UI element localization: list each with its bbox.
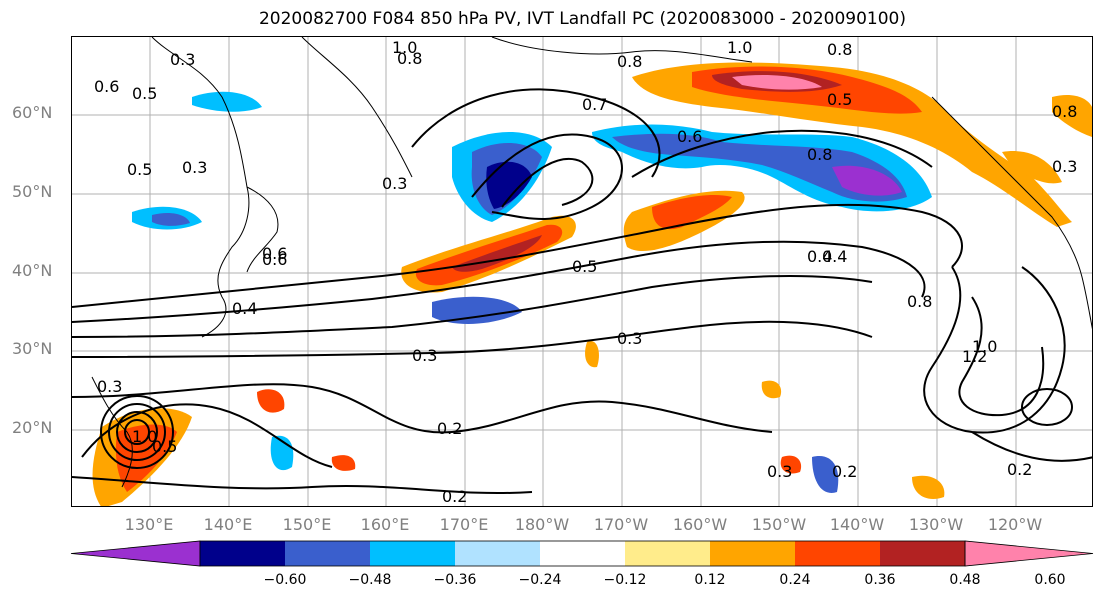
contour-label: 0.3 [182,158,207,177]
lon-label: 160°W [672,515,728,534]
contour-label: 0.4 [232,299,257,318]
colorbar-tick-label: 0.24 [779,572,811,588]
colorbar-tick-label: 0.12 [694,572,726,588]
contour-label: 0.4 [822,247,847,266]
contour-label: 0.3 [767,462,792,481]
contour-label: 1.0 [392,38,417,57]
lon-label: 150°W [751,515,807,534]
colorbar-extend-high [964,540,1094,567]
contour-label: 1.0 [727,38,752,57]
colorbar-segment [710,541,795,566]
contour-label: 0.3 [617,329,642,348]
map-title: 2020082700 F084 850 hPa PV, IVT Landfall… [258,9,906,29]
lat-label: 20°N [12,418,53,437]
colorbar-outline [199,540,966,567]
lat-label: 40°N [12,261,53,280]
contour-label: 0.3 [1052,157,1077,176]
contour-label: 0.7 [582,95,607,114]
colorbar-tick-label: −0.48 [348,572,392,588]
colorbar-segment [625,541,710,566]
contour-label: 0.8 [827,40,852,59]
colorbar-extend-low [70,540,201,567]
colorbar-tick-label: 0.36 [864,572,896,588]
pv-shading [92,62,1092,506]
lon-label: 140°W [829,515,885,534]
lat-label: 50°N [12,182,53,201]
contour-label: 1.0 [132,427,157,446]
colorbar-segment [370,541,455,566]
lon-label: 180°W [514,515,570,534]
colorbar [70,540,1094,567]
contour-label: 0.6 [94,77,119,96]
colorbar-tick-label: −0.24 [518,572,562,588]
contour-label: 0.5 [132,84,157,103]
lon-label: 170°E [439,515,489,534]
lon-label: 130°E [124,515,174,534]
contour-label: 0.5 [152,437,177,456]
colorbar-tick-label: −0.60 [263,572,307,588]
colorbar-tick-label: −0.36 [433,572,477,588]
colorbar-tick-label: 0.60 [1034,572,1066,588]
contour-label: 0.5 [127,160,152,179]
lon-label: 120°W [987,515,1043,534]
colorbar-segment [795,541,880,566]
contour-label: 0.4 [807,247,832,266]
graticule [72,37,1092,506]
contour-label: 0.8 [1052,102,1077,121]
coastlines [91,37,1092,488]
contour-label: 0.8 [907,292,932,311]
contour-label: 0.3 [412,346,437,365]
contour-label: 0.6 [677,127,702,146]
colorbar-segments [70,540,1094,567]
contour-label-layer: 0.3 0.6 0.5 0.3 0.5 0.3 0.6 1.0 0.8 0.8 … [94,38,1077,506]
contour-label: 0.3 [382,174,407,193]
lon-label: 150°E [282,515,332,534]
colorbar-tick-label: 0.48 [949,572,981,588]
contour-label: 0.2 [832,462,857,481]
lat-label: 30°N [12,339,53,358]
contour-label: 0.8 [807,145,832,164]
contour-label: 0.6 [262,244,287,263]
contour-label: 1.2 [962,347,987,366]
pv-contours [72,88,1092,495]
contour-label: 0.2 [437,419,462,438]
colorbar-segment [455,541,540,566]
contour-label: 0.3 [97,377,122,396]
colorbar-tick-label: −0.12 [603,572,647,588]
contour-label: 0.5 [827,90,852,109]
lon-label: 170°W [593,515,649,534]
contour-label: 0.8 [617,52,642,71]
lon-label: 140°E [203,515,253,534]
colorbar-segment [285,541,370,566]
contour-label: 1.0 [972,337,997,356]
map-panel[interactable]: 0.3 0.6 0.5 0.3 0.5 0.3 0.6 1.0 0.8 0.8 … [71,36,1093,507]
contour-label: 0.8 [397,49,422,68]
lat-label: 60°N [12,103,53,122]
colorbar-segment [540,541,625,566]
contour-label: 0.2 [1007,460,1032,479]
colorbar-segment [880,541,965,566]
lon-label: 160°E [360,515,410,534]
contour-label: 0.3 [170,50,195,69]
lon-label: 130°W [908,515,964,534]
colorbar-segment [200,541,285,566]
map-canvas: 0.3 0.6 0.5 0.3 0.5 0.3 0.6 1.0 0.8 0.8 … [72,37,1092,506]
contour-label: 0.5 [572,257,597,276]
contour-label: 0.2 [442,487,467,506]
contour-label: 0.6 [262,250,287,269]
